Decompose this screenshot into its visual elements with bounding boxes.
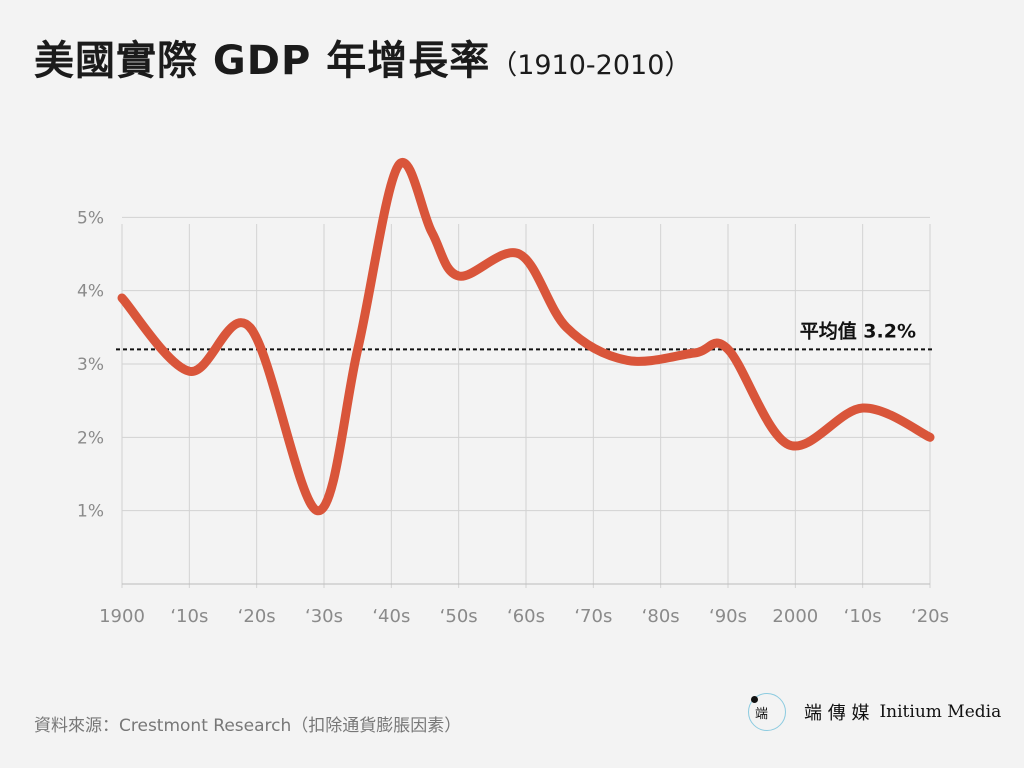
x-tick-label: ‘10s bbox=[170, 606, 208, 627]
source-note: 資料來源：Crestmont Research（扣除通貨膨脹因素） bbox=[34, 716, 462, 736]
series-line bbox=[117, 158, 935, 516]
chart-title: 美國實際 GDP 年增長率（1910-2010） bbox=[34, 28, 691, 86]
y-tick-label: 1% bbox=[77, 502, 104, 522]
y-tick-label: 2% bbox=[77, 428, 104, 448]
x-tick-label: 1900 bbox=[99, 606, 145, 627]
brand-name: 端 傳 媒 bbox=[804, 703, 870, 724]
x-tick-label: ‘60s bbox=[507, 606, 545, 627]
brand: 端 端 傳 媒 Initium Media bbox=[748, 693, 1001, 731]
brand-logo-glyph: 端 bbox=[755, 707, 769, 722]
x-tick-label: ‘10s bbox=[844, 606, 882, 627]
x-tick-label: ‘50s bbox=[440, 606, 478, 627]
x-tick-label: ‘20s bbox=[238, 606, 276, 627]
x-tick-label: ‘70s bbox=[574, 606, 612, 627]
y-tick-label: 3% bbox=[77, 355, 104, 375]
x-tick-label: ‘30s bbox=[305, 606, 343, 627]
x-tick-label: ‘80s bbox=[642, 606, 680, 627]
y-tick-label: 5% bbox=[77, 208, 104, 228]
x-tick-label: 2000 bbox=[772, 606, 818, 627]
x-tick-label: ‘90s bbox=[709, 606, 747, 627]
x-tick-label: ‘20s bbox=[911, 606, 949, 627]
x-tick-label: ‘40s bbox=[372, 606, 410, 627]
y-tick-label: 4% bbox=[77, 282, 104, 302]
brand-logo-dot bbox=[751, 696, 758, 703]
title-main: 美國實際 GDP 年增長率 bbox=[34, 38, 491, 84]
brand-logo-icon: 端 bbox=[748, 693, 786, 731]
title-subtitle: （1910-2010） bbox=[490, 50, 692, 81]
average-label: 平均值 3.2% bbox=[800, 319, 916, 342]
brand-name-en: Initium Media bbox=[879, 702, 1002, 722]
